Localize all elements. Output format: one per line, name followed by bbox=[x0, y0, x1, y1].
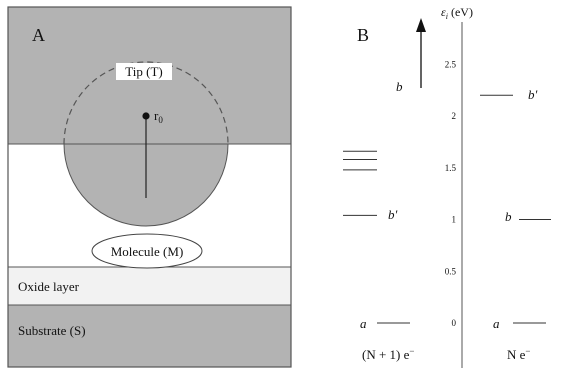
r0-center-dot bbox=[142, 112, 150, 120]
level-label-bprime-right: b′ bbox=[528, 87, 538, 102]
substrate-region bbox=[8, 305, 291, 367]
tick-label: 0.5 bbox=[445, 266, 457, 276]
energy-levels bbox=[343, 94, 551, 324]
oxide-layer bbox=[8, 267, 291, 305]
tip-label-bg bbox=[116, 63, 172, 80]
r0-label: r0 bbox=[154, 108, 163, 125]
level-label-b-right: b bbox=[505, 209, 512, 224]
tip-label: Tip (T) bbox=[125, 64, 162, 79]
panel-a-label: A bbox=[32, 25, 45, 45]
left-column-label: (N + 1) e− bbox=[362, 346, 414, 362]
panel-a: A Tip (T) r0 Molecule (M) Oxide layer Su… bbox=[7, 6, 292, 368]
tick-labels: 2.5 2 1.5 1 0.5 0 bbox=[445, 59, 457, 328]
molecule-label: Molecule (M) bbox=[111, 244, 184, 259]
tick-label: 1.5 bbox=[445, 163, 457, 173]
tick-label: 1 bbox=[452, 215, 457, 225]
axis-label: εi (eV) bbox=[441, 5, 473, 21]
right-column-label: N e− bbox=[507, 346, 531, 362]
panel-b-label: B bbox=[357, 25, 369, 45]
energy-arrow-head bbox=[416, 18, 426, 32]
tick-label: 0 bbox=[452, 318, 457, 328]
panel-b: B εi (eV) 2.5 2 1.5 1 0.5 0 b b′ a b′ b a (N … bbox=[343, 5, 551, 368]
tick-label: 2 bbox=[452, 111, 457, 121]
level-label-bprime-left: b′ bbox=[388, 207, 398, 222]
tick-label: 2.5 bbox=[445, 59, 457, 69]
level-label-a-right: a bbox=[493, 316, 500, 331]
panel-a-border bbox=[7, 6, 292, 368]
molecule-ellipse bbox=[91, 233, 203, 269]
oxide-label: Oxide layer bbox=[18, 279, 80, 294]
substrate-label: Substrate (S) bbox=[18, 323, 86, 338]
level-label-b-left: b bbox=[396, 79, 403, 94]
level-label-a-left: a bbox=[360, 316, 367, 331]
